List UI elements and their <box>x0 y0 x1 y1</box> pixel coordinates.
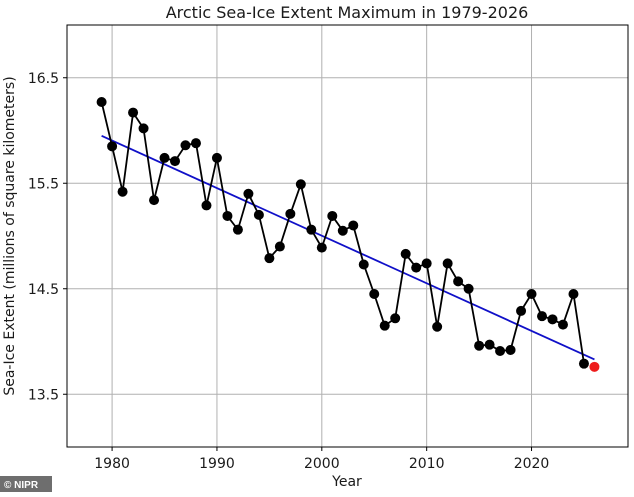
data-point <box>138 123 149 134</box>
y-tick-label: 16.5 <box>28 71 59 87</box>
chart-title: Arctic Sea-Ice Extent Maximum in 1979-20… <box>166 3 529 22</box>
data-point <box>337 225 348 236</box>
plot-frame <box>66 24 629 448</box>
x-tick-label: 2000 <box>304 456 340 472</box>
credit-label: © NIPR <box>4 480 39 491</box>
x-tick-label: 1990 <box>199 456 235 472</box>
x-tick-label: 1980 <box>94 456 130 472</box>
data-point <box>557 319 568 330</box>
data-point <box>348 220 359 231</box>
data-point <box>243 188 254 199</box>
data-point <box>453 276 464 287</box>
data-point <box>505 344 516 355</box>
data-point <box>537 311 548 322</box>
data-point <box>107 141 118 152</box>
x-axis-label: Year <box>331 474 362 490</box>
data-point <box>316 242 327 253</box>
data-point <box>474 340 485 351</box>
series-layer <box>96 97 600 372</box>
data-point <box>222 210 233 221</box>
data-point <box>117 186 128 197</box>
trend-layer <box>101 134 595 361</box>
data-point <box>170 156 181 167</box>
ticks-layer: 1980 1990 2000 2010 2020 13.5 14.5 15.5 16.5 <box>28 71 550 472</box>
data-point <box>495 345 506 356</box>
y-tick-label: 14.5 <box>28 282 59 298</box>
data-point <box>358 259 369 270</box>
x-tick-label: 2010 <box>409 456 445 472</box>
data-point <box>96 97 107 108</box>
data-point <box>253 209 264 220</box>
y-tick-label: 13.5 <box>28 387 59 403</box>
data-point <box>463 283 474 294</box>
credit-background <box>0 476 52 492</box>
grid-layer <box>67 25 628 447</box>
x-tick-label: 2020 <box>514 456 550 472</box>
data-point <box>274 241 285 252</box>
data-point <box>369 289 380 300</box>
highlight-point <box>589 361 600 372</box>
data-point <box>190 138 201 149</box>
data-point <box>390 313 401 324</box>
data-point <box>484 339 495 350</box>
data-point <box>400 248 411 259</box>
y-axis-label: Sea-Ice Extent (millions of square kilom… <box>2 76 18 395</box>
data-point <box>211 152 222 163</box>
data-point <box>285 208 296 219</box>
data-point <box>201 200 212 211</box>
data-point <box>306 224 317 235</box>
data-point <box>547 314 558 325</box>
y-tick-label: 15.5 <box>28 176 59 192</box>
data-point <box>264 253 275 264</box>
data-point <box>442 258 453 269</box>
data-point <box>411 262 422 273</box>
data-point <box>149 195 160 206</box>
data-point <box>421 258 432 269</box>
data-point <box>180 140 191 151</box>
data-point <box>159 152 170 163</box>
data-point <box>327 210 338 221</box>
data-point <box>568 289 579 300</box>
data-point <box>578 358 589 369</box>
data-point <box>295 179 306 190</box>
trend-line <box>101 134 595 361</box>
data-point <box>432 321 443 332</box>
data-point <box>232 224 243 235</box>
data-point <box>128 107 139 118</box>
data-point <box>379 320 390 331</box>
data-point <box>516 305 527 316</box>
data-point <box>526 289 537 300</box>
